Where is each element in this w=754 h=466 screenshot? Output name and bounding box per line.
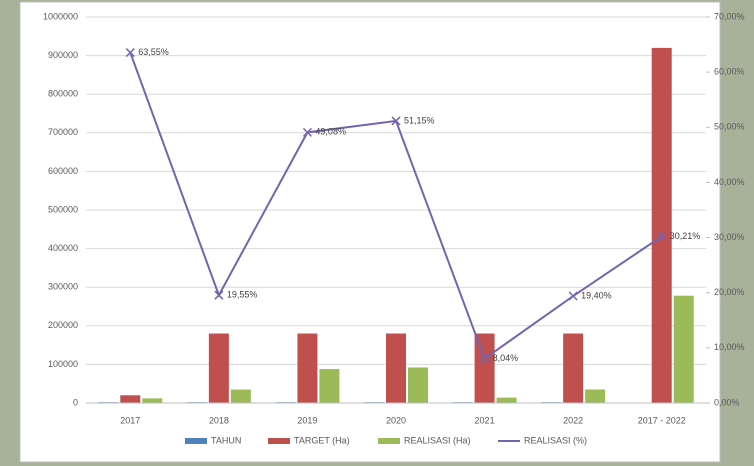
y2-tick-label: 40,00% bbox=[714, 177, 745, 187]
y-tick-label: 1000000 bbox=[43, 11, 78, 21]
bar bbox=[585, 389, 606, 403]
legend-label: REALISASI (Ha) bbox=[404, 435, 471, 445]
bar bbox=[319, 369, 340, 403]
x-tick-label: 2022 bbox=[563, 415, 583, 425]
bar bbox=[563, 333, 584, 403]
x-tick-label: 2017 bbox=[120, 415, 140, 425]
bar bbox=[673, 295, 694, 403]
x-tick-label: 2017 - 2022 bbox=[638, 415, 686, 425]
bar bbox=[474, 333, 495, 403]
bar bbox=[120, 395, 141, 403]
y2-tick-label: 30,00% bbox=[714, 232, 745, 242]
data-label: 19,40% bbox=[581, 290, 612, 300]
y-tick-label: 900000 bbox=[48, 50, 78, 60]
y-tick-label: 500000 bbox=[48, 204, 78, 214]
data-label: 49,08% bbox=[315, 127, 346, 137]
y-tick-label: 200000 bbox=[48, 320, 78, 330]
line-marker bbox=[568, 291, 578, 301]
bar bbox=[496, 397, 517, 403]
bar bbox=[651, 47, 672, 403]
data-label: 51,15% bbox=[404, 115, 435, 125]
legend-label: TARGET (Ha) bbox=[294, 435, 350, 445]
y-tick-label: 300000 bbox=[48, 282, 78, 292]
y2-tick-label: 0,00% bbox=[714, 397, 740, 407]
y2-tick-label: 50,00% bbox=[714, 122, 745, 132]
legend-swatch bbox=[268, 438, 290, 444]
line-marker bbox=[391, 116, 401, 126]
y2-tick-label: 60,00% bbox=[714, 67, 745, 77]
data-label: 30,21% bbox=[670, 231, 701, 241]
bar bbox=[408, 367, 428, 403]
y-tick-label: 0 bbox=[73, 397, 78, 407]
chart-area bbox=[19, 1, 721, 463]
legend-swatch bbox=[378, 438, 400, 444]
legend-swatch bbox=[185, 438, 207, 444]
bar bbox=[142, 398, 163, 403]
legend-label: REALISASI (%) bbox=[524, 435, 587, 445]
line-marker bbox=[480, 354, 490, 364]
x-tick-label: 2018 bbox=[209, 415, 229, 425]
y-tick-label: 400000 bbox=[48, 243, 78, 253]
y2-tick-label: 10,00% bbox=[714, 342, 745, 352]
bar bbox=[230, 389, 251, 403]
y-tick-label: 700000 bbox=[48, 127, 78, 137]
x-tick-label: 2019 bbox=[297, 415, 317, 425]
bar bbox=[297, 333, 318, 403]
data-label: 8,04% bbox=[493, 353, 519, 363]
line-marker bbox=[214, 290, 224, 300]
line-marker bbox=[302, 127, 312, 137]
y-tick-label: 800000 bbox=[48, 89, 78, 99]
x-tick-label: 2020 bbox=[386, 415, 406, 425]
y-tick-label: 600000 bbox=[48, 166, 78, 176]
line-marker bbox=[657, 231, 667, 241]
legend-label: TAHUN bbox=[211, 435, 241, 445]
y2-tick-label: 20,00% bbox=[714, 287, 745, 297]
bar bbox=[208, 333, 229, 403]
x-tick-label: 2021 bbox=[475, 415, 495, 425]
y-tick-label: 100000 bbox=[48, 359, 78, 369]
bar bbox=[386, 333, 406, 403]
data-label: 19,55% bbox=[227, 290, 258, 300]
line-marker bbox=[125, 48, 135, 58]
data-label: 63,55% bbox=[138, 47, 169, 57]
y2-tick-label: 70,00% bbox=[714, 11, 745, 21]
